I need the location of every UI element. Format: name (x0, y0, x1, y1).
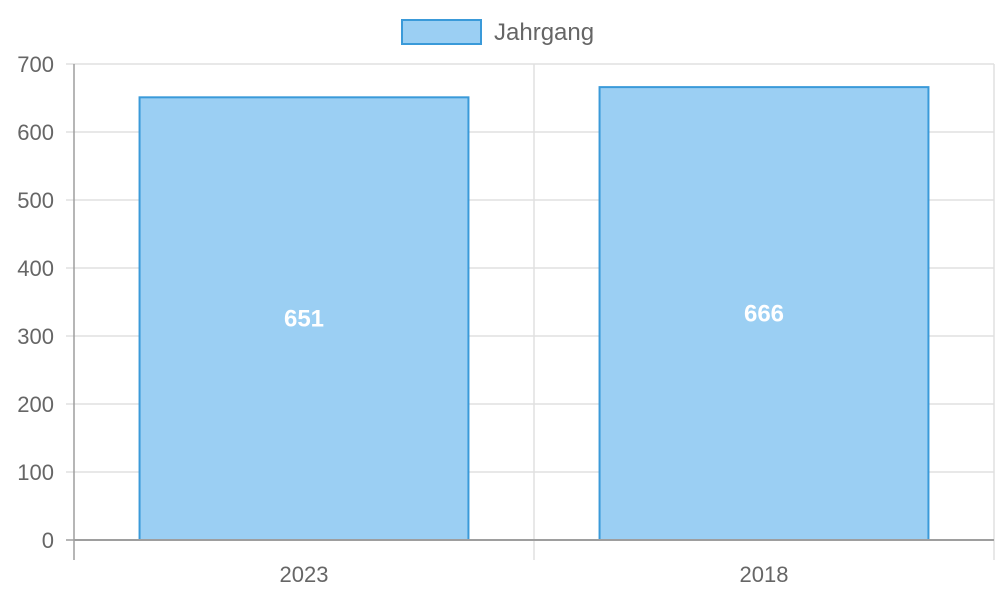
y-tick-label: 100 (17, 460, 54, 485)
tick-labels: 0 100 200 300 400 500 600 700 2023 2018 (17, 52, 788, 587)
y-tick-label: 0 (42, 528, 54, 553)
y-tick-label: 300 (17, 324, 54, 349)
legend-swatch[interactable] (401, 19, 482, 45)
y-tick-label: 400 (17, 256, 54, 281)
x-tick-label: 2018 (740, 562, 789, 587)
data-label: 666 (744, 301, 784, 328)
bar[interactable] (598, 86, 930, 542)
y-tick-label: 600 (17, 120, 54, 145)
data-label: 651 (284, 306, 324, 333)
legend-label[interactable]: Jahrgang (494, 19, 594, 46)
y-tick-label: 200 (17, 392, 54, 417)
y-tick-label: 500 (17, 188, 54, 213)
legend[interactable]: Jahrgang (401, 19, 594, 46)
axes (66, 64, 994, 560)
y-tick-label: 700 (17, 52, 54, 77)
x-tick-label: 2023 (280, 562, 329, 587)
bars (138, 86, 930, 542)
data-labels: 651 666 (284, 301, 784, 333)
bar[interactable] (138, 96, 470, 541)
